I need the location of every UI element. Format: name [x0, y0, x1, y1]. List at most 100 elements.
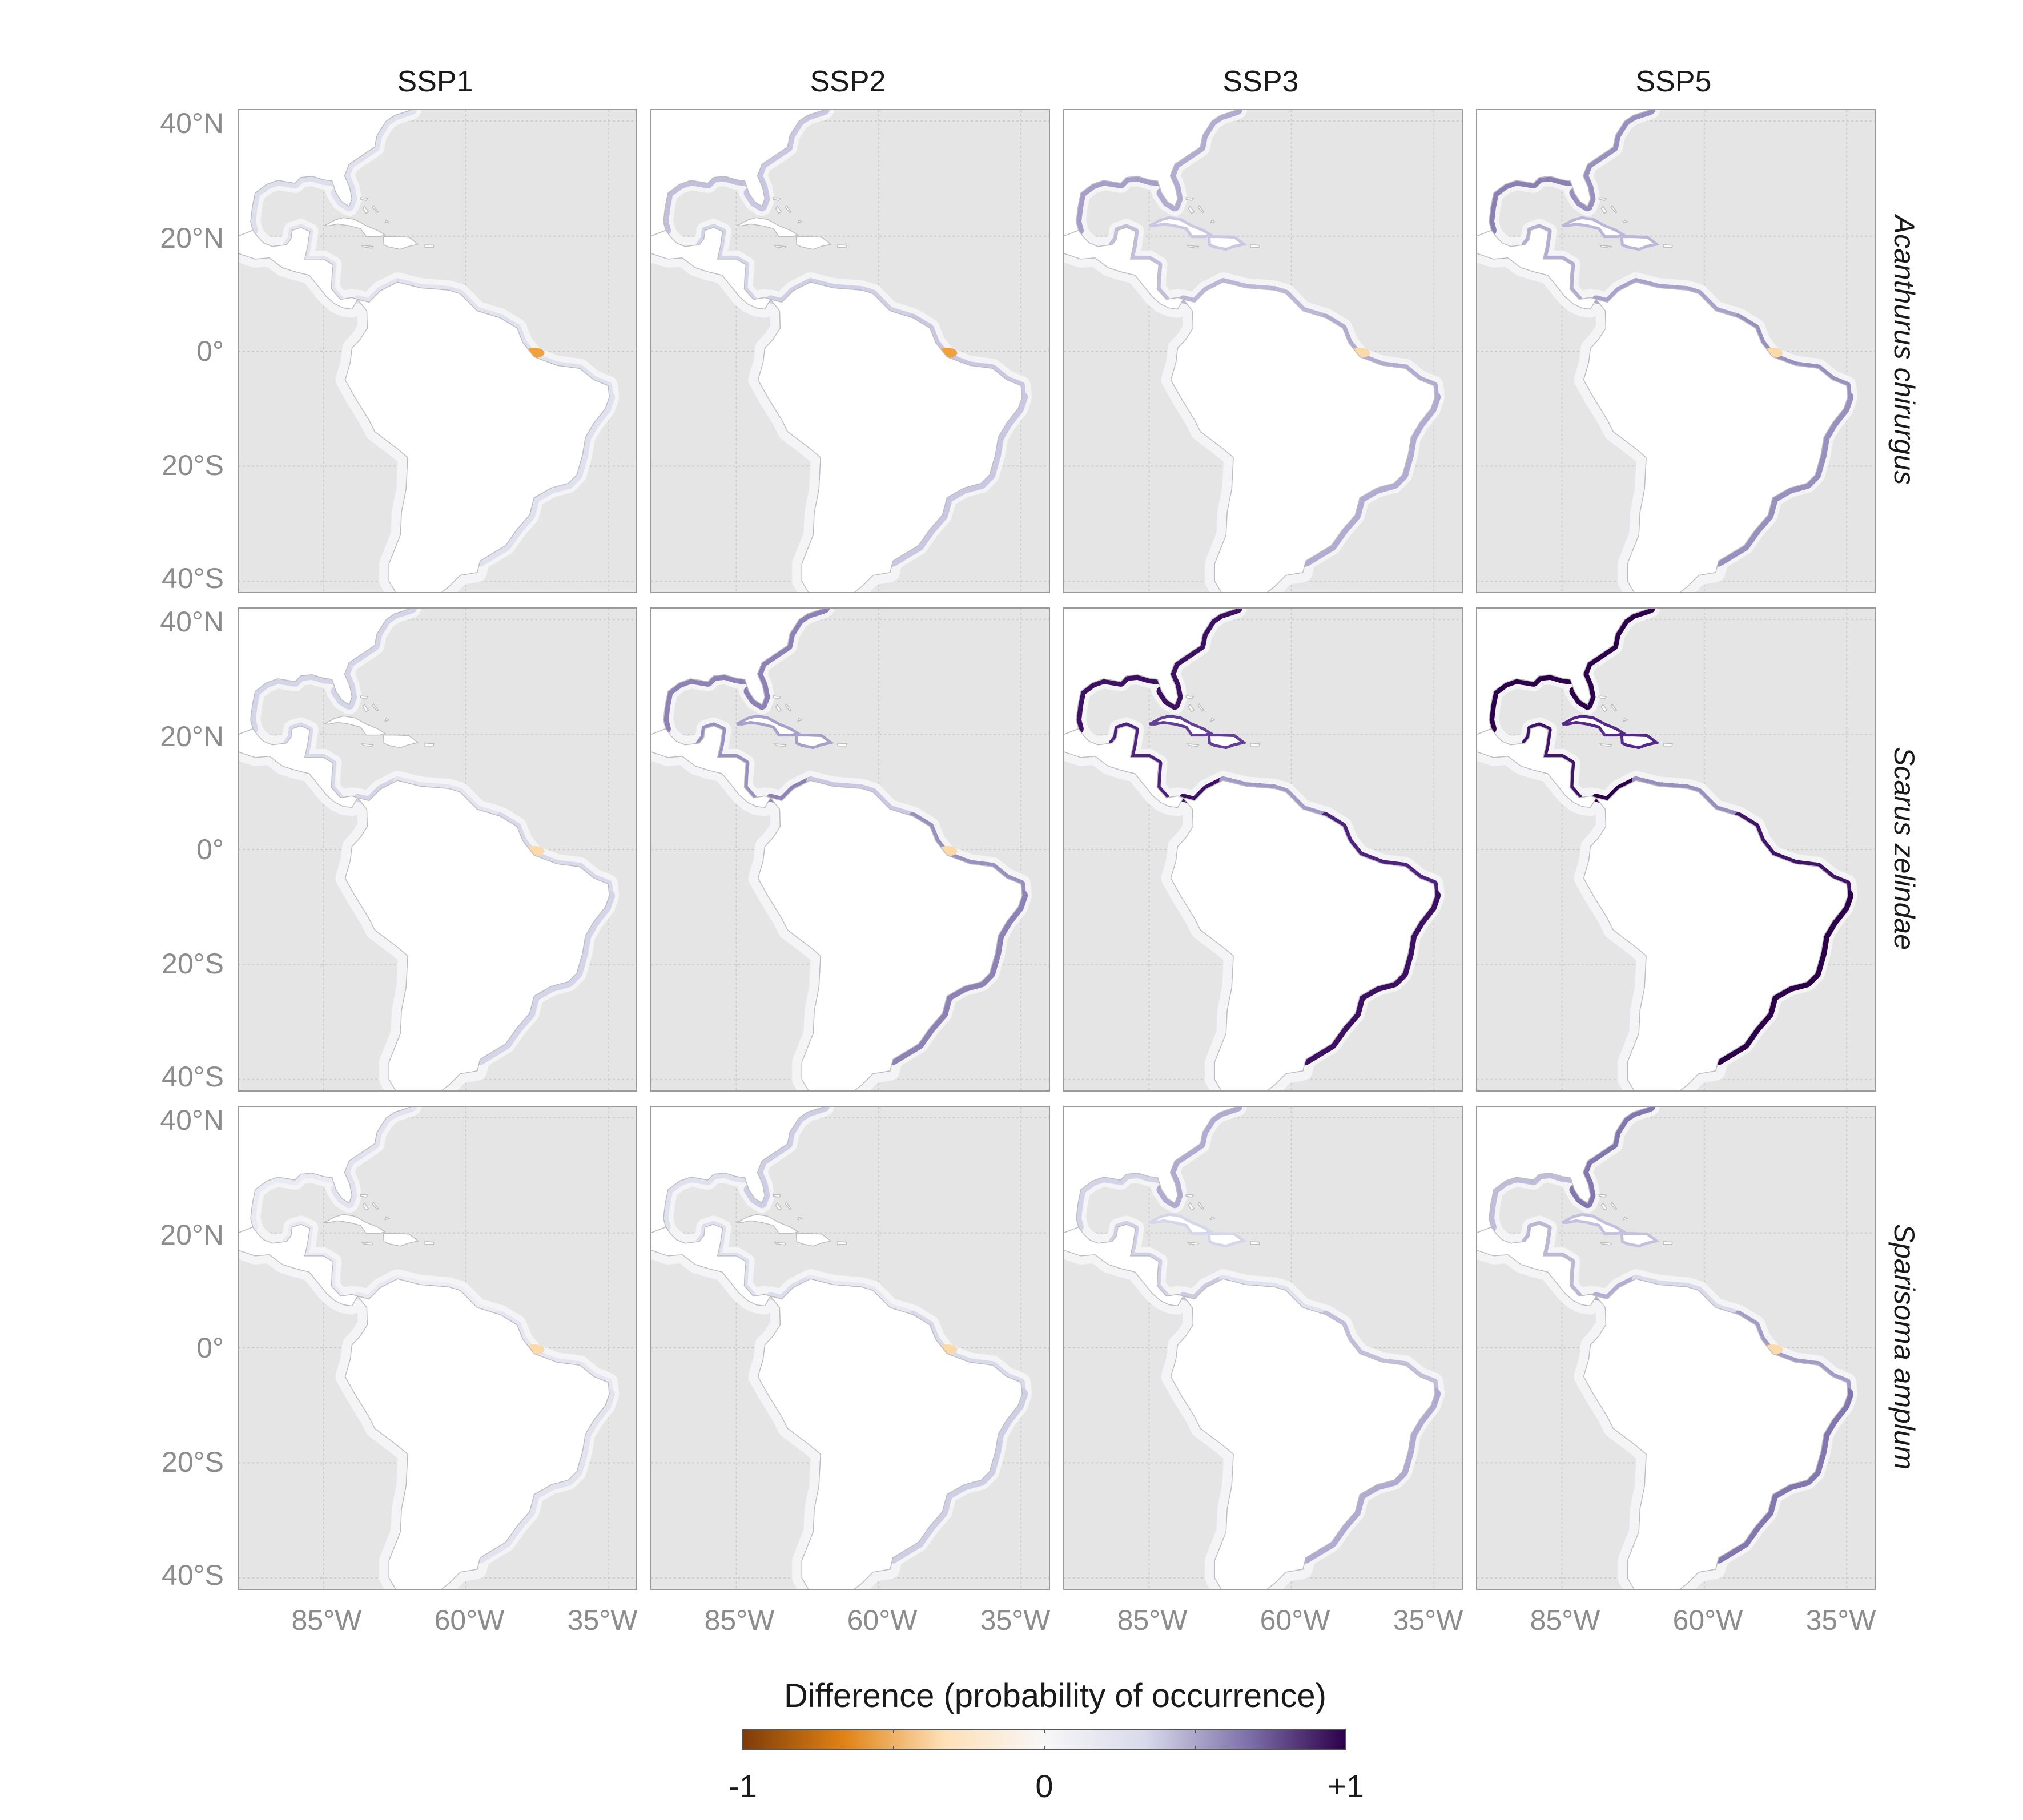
- land-bahamas: [1185, 1194, 1195, 1198]
- x-axis-col-3: 85°W 60°W 35°W: [1530, 1604, 1877, 1636]
- map-panel-content: [1064, 110, 1462, 593]
- legend-title: Difference (probability of occurrence): [784, 1677, 1326, 1714]
- land-south-america: [1170, 1278, 1435, 1589]
- land-bahamas: [1210, 1216, 1216, 1221]
- land-south-america: [1583, 780, 1848, 1091]
- land-jamaica: [773, 743, 787, 747]
- land-bahamas: [1610, 204, 1618, 214]
- land-bahamas: [384, 718, 391, 722]
- land-central-america: [1064, 1223, 1184, 1307]
- legend-label-mid: 0: [1035, 1768, 1053, 1804]
- y-tick-label: 40°S: [162, 1559, 224, 1591]
- land-jamaica: [773, 1241, 787, 1246]
- land-bahamas: [360, 197, 369, 201]
- land-hispaniola: [383, 1233, 419, 1247]
- land-north-america: [1064, 110, 1238, 237]
- panel-border: [1476, 109, 1876, 593]
- map-panel-content: [238, 1106, 637, 1589]
- land-jamaica: [1186, 1241, 1200, 1246]
- map-panel-ssp2-row1: [650, 607, 1050, 1092]
- land-bahamas: [1623, 1216, 1629, 1221]
- land-bahamas: [384, 219, 391, 224]
- panel-border: [238, 109, 637, 593]
- panel-border: [650, 607, 1050, 1092]
- map-panel-content: [1477, 1106, 1875, 1589]
- col-title-ssp3: SSP3: [1223, 65, 1299, 98]
- y-tick-label: 40°S: [162, 1061, 224, 1093]
- col-title-ssp1: SSP1: [397, 65, 473, 98]
- land-north-america: [651, 1106, 825, 1234]
- land-north-america: [238, 110, 412, 237]
- land-bahamas: [1210, 718, 1216, 722]
- panel-border: [650, 109, 1050, 593]
- land-bahamas: [1188, 703, 1195, 712]
- land-bahamas: [1598, 695, 1607, 699]
- land-north-america: [238, 1106, 412, 1234]
- y-axis-row-1: 40°N 20°N 0° 20°S 40°S: [160, 606, 224, 1093]
- land-cuba: [737, 217, 799, 237]
- land-hispaniola: [795, 236, 832, 250]
- land-bahamas: [1610, 703, 1618, 712]
- land-south-america: [1170, 780, 1435, 1091]
- land-bahamas: [785, 703, 792, 712]
- land-bahamas: [360, 1194, 369, 1198]
- land-cuba: [324, 715, 387, 736]
- y-tick-label: 20°N: [160, 720, 224, 752]
- land-bahamas: [372, 703, 379, 712]
- land-south-america: [344, 1278, 610, 1589]
- map-panel-content: [651, 1106, 1049, 1589]
- map-panel-ssp3-row0: [1063, 109, 1463, 593]
- map-panel-content: [1064, 1106, 1462, 1589]
- difference-band-caribbean-island: [1620, 1232, 1660, 1248]
- land-bahamas: [372, 204, 379, 214]
- land-north-america: [238, 608, 412, 735]
- land-bahamas: [362, 1202, 369, 1211]
- land-south-america: [1583, 1278, 1848, 1589]
- x-tick-label: 60°W: [435, 1604, 505, 1636]
- x-axis-col-0: 85°W 60°W 35°W: [292, 1604, 638, 1636]
- x-tick-label: 85°W: [292, 1604, 363, 1636]
- panel-border: [650, 1106, 1050, 1590]
- land-bahamas: [1600, 205, 1608, 214]
- y-tick-label: 40°S: [162, 562, 224, 594]
- panel-border: [1063, 109, 1463, 593]
- land-central-america: [651, 1223, 771, 1307]
- panel-border: [1063, 607, 1463, 1092]
- map-panel-content: [1477, 608, 1875, 1091]
- y-tick-label: 40°N: [160, 107, 224, 139]
- land-south-america: [757, 1278, 1023, 1589]
- x-tick-label: 35°W: [1806, 1604, 1877, 1636]
- land-puerto-rico: [1663, 1241, 1673, 1245]
- land-north-america: [651, 110, 825, 237]
- map-panel-ssp1-row2: [238, 1106, 637, 1590]
- land-puerto-rico: [837, 742, 847, 747]
- difference-band-caribbean-island: [1207, 235, 1247, 251]
- land-bahamas: [797, 219, 803, 224]
- land-central-america: [238, 1223, 359, 1307]
- land-cuba: [324, 217, 387, 237]
- land-bahamas: [785, 204, 792, 214]
- map-panel-content: [1064, 608, 1462, 1091]
- land-central-america: [1064, 725, 1184, 808]
- legend-label-max: +1: [1328, 1768, 1364, 1804]
- land-jamaica: [1186, 743, 1200, 747]
- land-central-america: [1477, 1223, 1597, 1307]
- land-bahamas: [773, 695, 782, 699]
- land-bahamas: [775, 205, 782, 214]
- land-hispaniola: [795, 1233, 832, 1247]
- map-panel-ssp1-row0: [238, 109, 637, 593]
- land-jamaica: [1186, 244, 1200, 249]
- x-tick-label: 85°W: [705, 1604, 775, 1636]
- land-puerto-rico: [1663, 244, 1673, 248]
- land-puerto-rico: [837, 1241, 847, 1245]
- map-panel-content: [651, 110, 1049, 593]
- col-title-ssp5: SSP5: [1636, 65, 1712, 98]
- y-tick-label: 0°: [196, 335, 224, 367]
- y-tick-label: 20°S: [162, 948, 224, 980]
- map-panel-content: [238, 110, 637, 593]
- land-north-america: [1064, 608, 1238, 735]
- map-panel-content: [238, 608, 637, 1091]
- land-central-america: [1064, 227, 1184, 310]
- y-tick-label: 20°N: [160, 1219, 224, 1251]
